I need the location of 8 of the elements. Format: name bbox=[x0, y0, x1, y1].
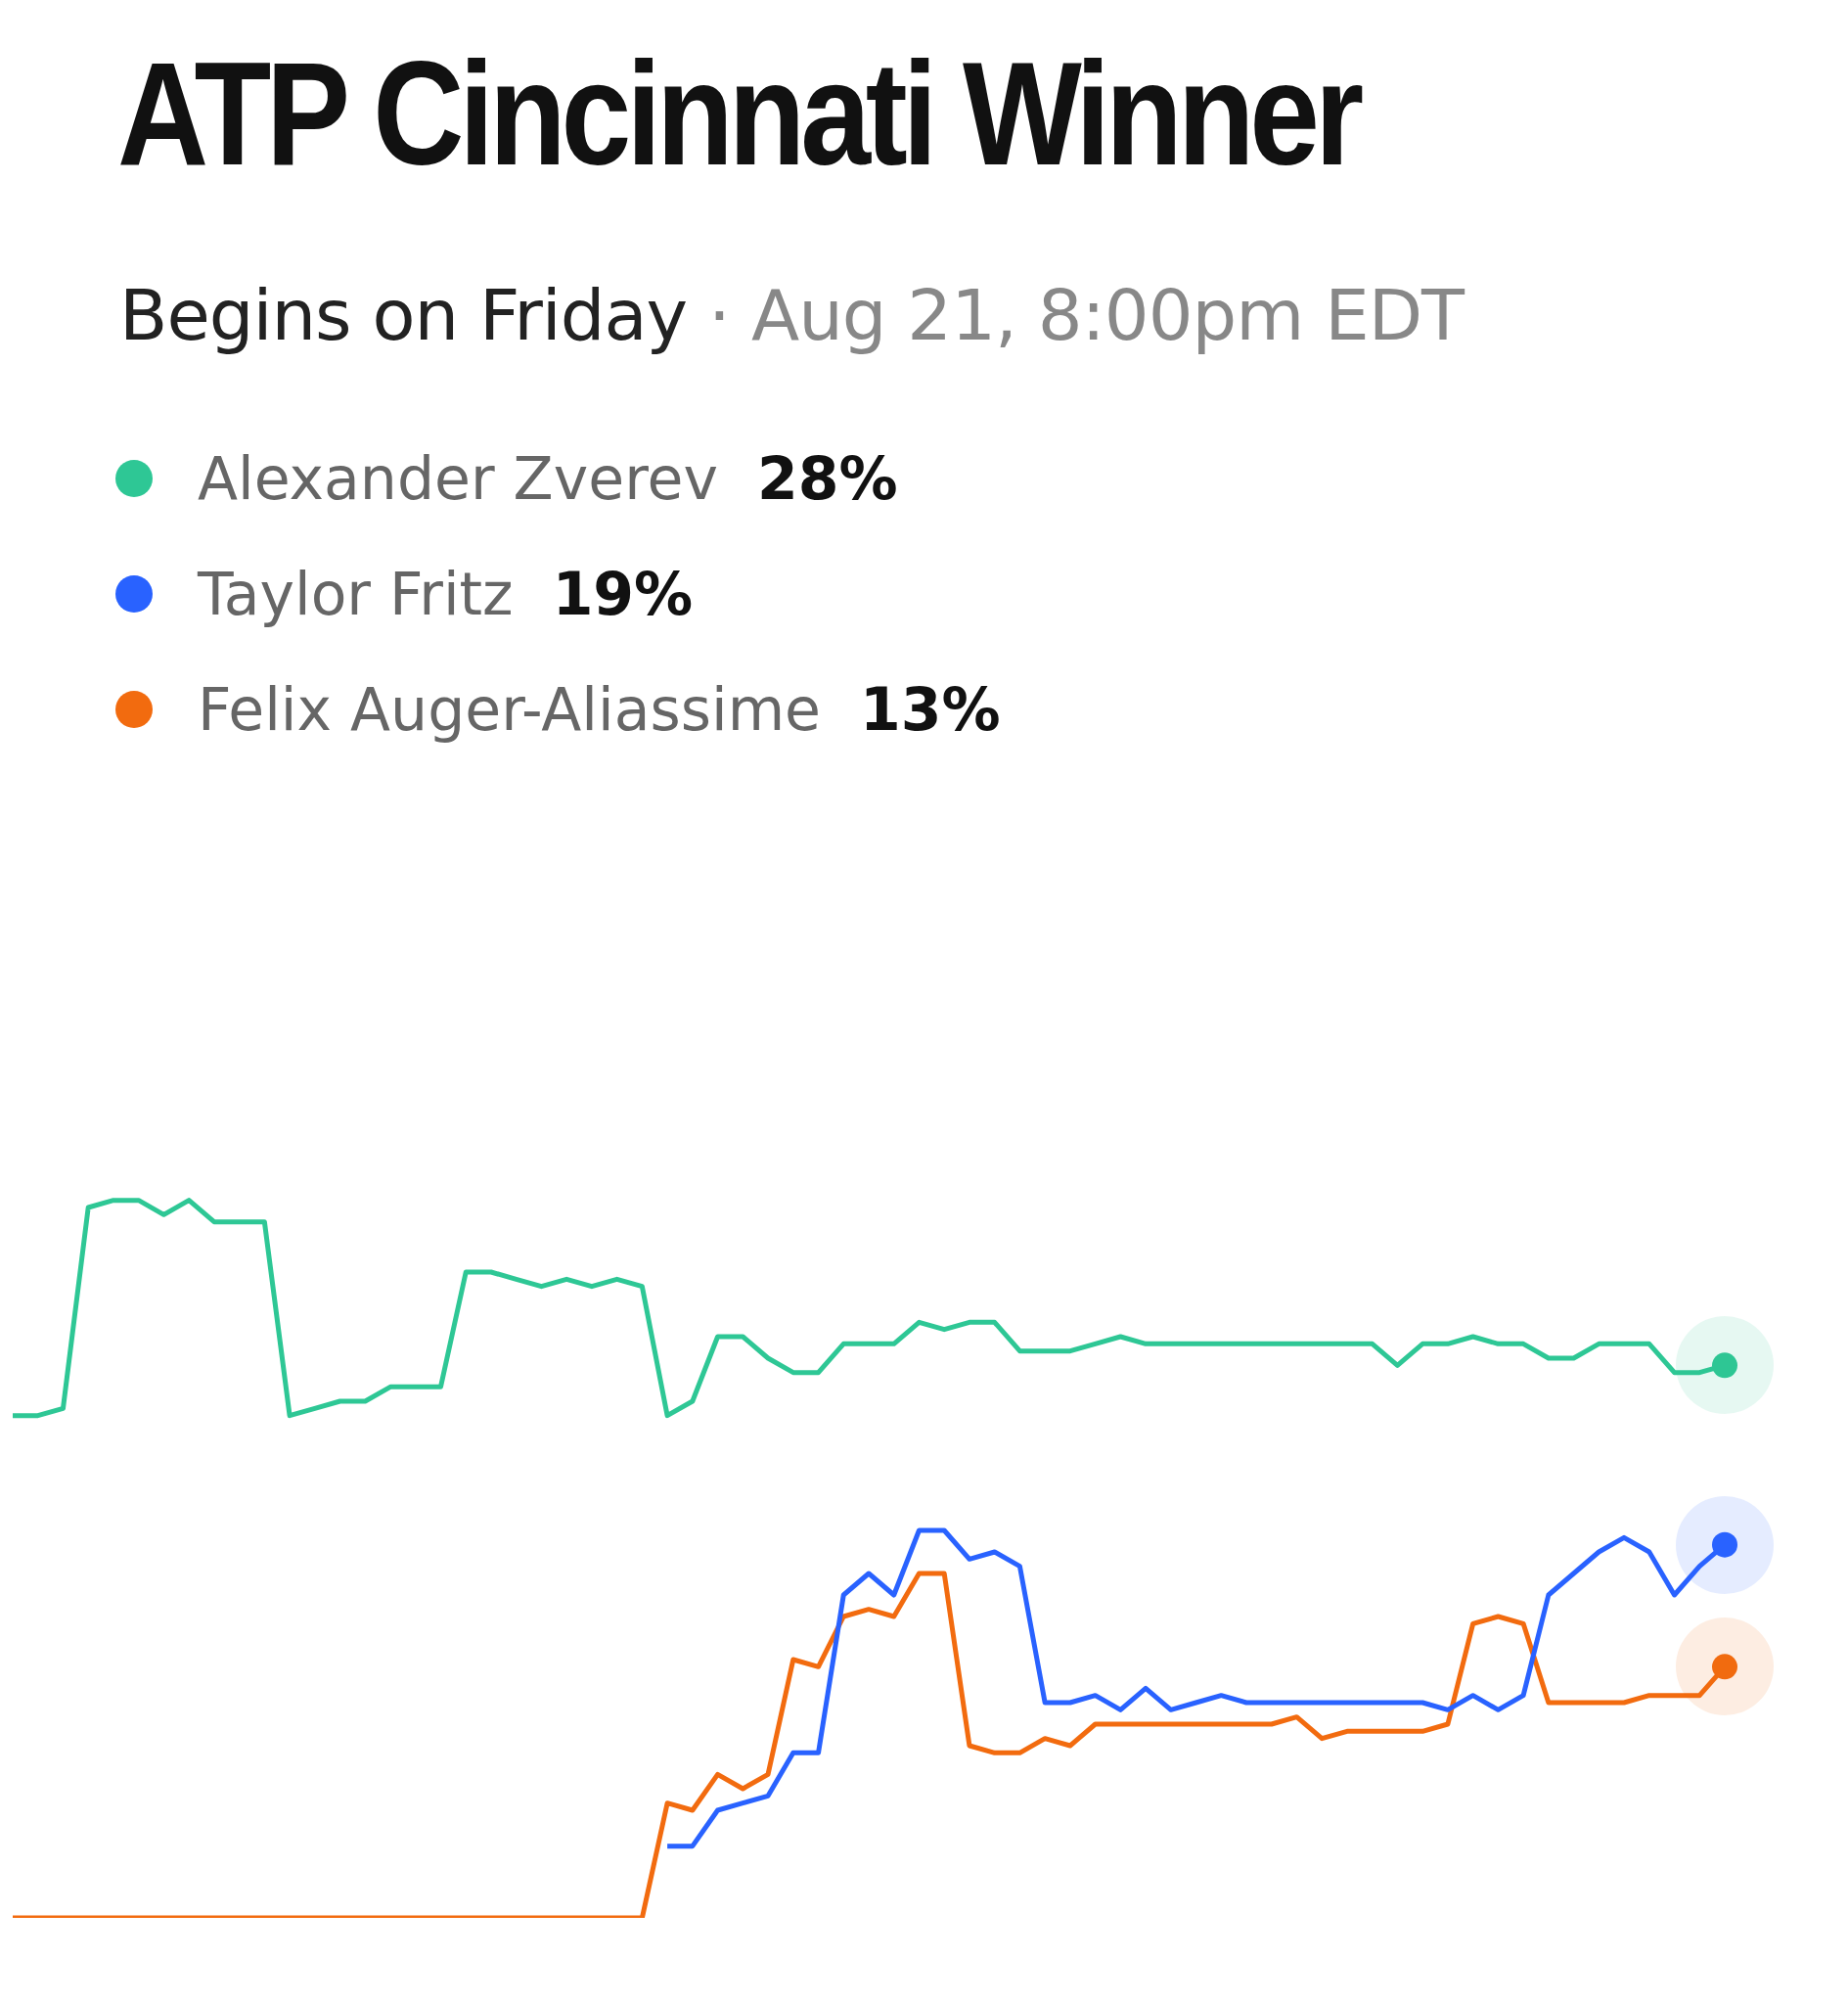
text: 19% bbox=[552, 560, 694, 628]
legend-label: Felix Auger-Aliassime bbox=[198, 675, 822, 744]
chart-title: ATP Cincinnati Winner bbox=[117, 30, 1359, 198]
legend-label: Taylor Fritz bbox=[198, 560, 514, 628]
text: 28% bbox=[756, 444, 898, 513]
text: 13% bbox=[860, 675, 1001, 744]
legend-label: Alexander Zverev bbox=[198, 444, 718, 513]
chart-subtitle: Begins on Friday · Aug 21, 8:00pm EDT bbox=[119, 274, 1465, 356]
